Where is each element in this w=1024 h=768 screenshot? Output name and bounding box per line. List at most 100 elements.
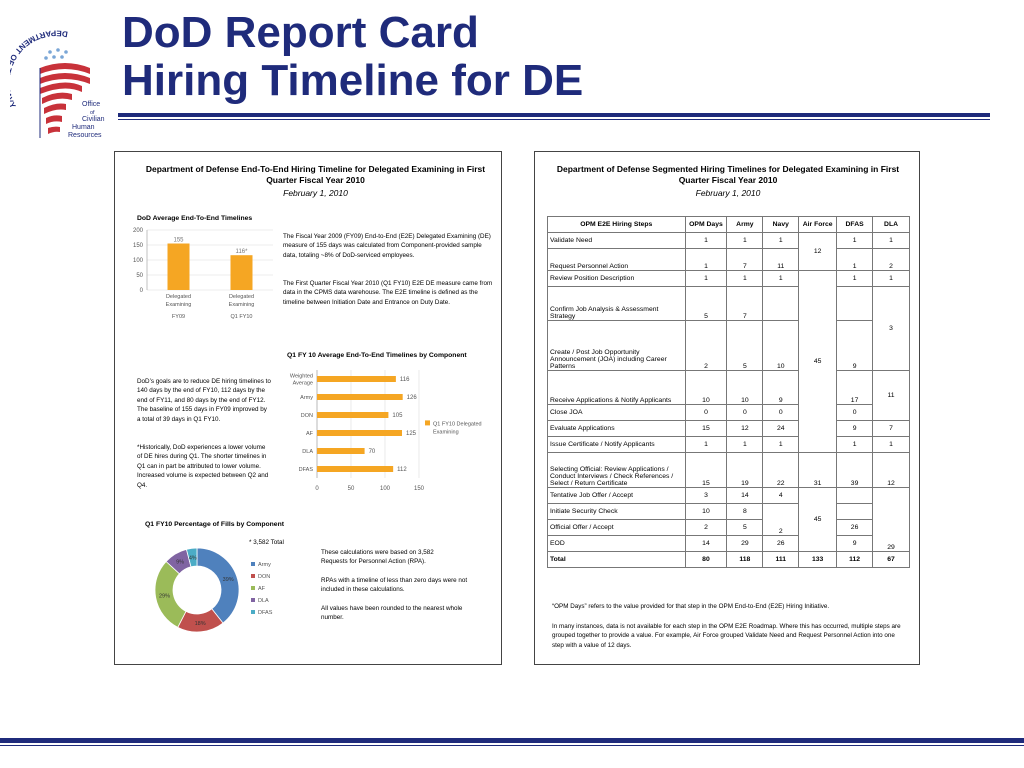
table-row: Evaluate Applications 15 12 24 9 7 xyxy=(547,420,910,437)
historical-note-text: *Historically, DoD experiences a lower v… xyxy=(137,444,269,489)
header-dla: DLA xyxy=(872,216,910,233)
x-tick-label: Examining xyxy=(229,302,255,308)
donut-slice xyxy=(196,547,240,624)
legend-swatch xyxy=(251,610,255,614)
step-cell: Confirm Job Analysis & Assessment Strate… xyxy=(547,286,686,321)
opm-cell: 1 xyxy=(684,270,728,287)
step-cell: Evaluate Applications xyxy=(547,420,686,437)
table-row: Selecting Official: Review Applications … xyxy=(547,452,910,488)
army-cell: 0 xyxy=(726,404,764,421)
legend-label: Army xyxy=(258,562,271,568)
dfas-cell: 1 xyxy=(836,248,874,271)
x-tick-label: 50 xyxy=(348,486,355,492)
component-chart-title: Q1 FY 10 Average End-To-End Timelines by… xyxy=(287,352,467,359)
navy-cell: 1 xyxy=(762,436,800,453)
svg-text:Civilian: Civilian xyxy=(82,116,105,123)
opm-cell: 14 xyxy=(684,535,728,552)
e2e-panel: Department of Defense End-To-End Hiring … xyxy=(114,151,502,665)
step-cell: Total xyxy=(547,551,686,568)
y-tick-label: DLA xyxy=(302,449,313,455)
x-tick-label: Q1 FY10 xyxy=(230,314,252,319)
bar xyxy=(317,412,389,418)
army-cell: 8 xyxy=(726,503,764,520)
fills-by-component-donut: 39% 18% 29% 9% 4% Army DON AF DLA DFAS xyxy=(155,547,273,633)
dfas-cell: 112 xyxy=(836,551,874,568)
dfas-cell xyxy=(836,503,874,520)
data-label: 125 xyxy=(406,431,417,437)
opm-cell: 1 xyxy=(684,232,728,249)
dfas-cell xyxy=(836,487,874,504)
af-cell: 133 xyxy=(798,551,838,568)
dla-merged-cell: 29 xyxy=(872,487,910,552)
dla-cell: 2 xyxy=(872,248,910,271)
table-header-row: OPM E2E Hiring Steps OPM Days Army Navy … xyxy=(547,216,910,233)
opm-cell: 2 xyxy=(684,320,728,371)
dfas-cell: 1 xyxy=(836,270,874,287)
opm-cell: 10 xyxy=(684,503,728,520)
y-tick-label: Weighted xyxy=(290,374,313,380)
navy-cell: 24 xyxy=(762,420,800,437)
bar xyxy=(317,466,394,472)
svg-text:Office: Office xyxy=(82,101,100,108)
fy09-measure-text: The Fiscal Year 2009 (FY09) End-to-End (… xyxy=(283,233,491,259)
y-tick-label: Average xyxy=(293,381,313,387)
opm-cell: 2 xyxy=(684,519,728,536)
step-cell: Official Offer / Accept xyxy=(547,519,686,536)
table-row: Initiate Security Check 10 8 2 xyxy=(547,503,910,536)
data-label: 126 xyxy=(407,395,418,401)
dfas-cell: 17 xyxy=(836,370,874,405)
navy-cell: 9 xyxy=(762,370,800,405)
svg-text:Resources: Resources xyxy=(68,132,102,139)
opm-cell: 3 xyxy=(684,487,728,504)
calc-basis-text: These calculations were based on 3,582 R… xyxy=(321,549,434,566)
army-cell: 29 xyxy=(726,535,764,552)
dfas-cell: 9 xyxy=(836,320,874,371)
y-tick-label: 200 xyxy=(133,228,144,234)
segmented-panel-date: February 1, 2010 xyxy=(695,188,761,198)
step-cell: Close JOA xyxy=(547,404,686,421)
dla-cell: 1 xyxy=(872,436,910,453)
navy-cell: 0 xyxy=(762,404,800,421)
army-cell: 1 xyxy=(726,232,764,249)
legend-swatch xyxy=(425,420,430,426)
army-cell: 118 xyxy=(726,551,764,568)
table-row: Review Position Description 1 1 1 45 1 1 xyxy=(547,270,910,453)
army-cell: 14 xyxy=(726,487,764,504)
table-row: Receive Applications & Notify Applicants… xyxy=(547,370,910,421)
avg-timeline-chart: 0 50 100 150 200 155 Delegated Examining FY09 116… xyxy=(133,228,273,319)
data-label: 112 xyxy=(397,467,407,473)
x-tick-label: Examining xyxy=(166,302,192,308)
dla-cell: 1 xyxy=(872,270,910,287)
dfas-cell: 9 xyxy=(836,535,874,552)
legend-label: Examining xyxy=(433,429,459,435)
legend-swatch xyxy=(251,586,255,590)
e2e-panel-date: February 1, 2010 xyxy=(283,188,348,198)
title-rule-thin xyxy=(118,119,990,120)
segmented-timelines-table: OPM E2E Hiring Steps OPM Days Army Navy … xyxy=(547,216,910,568)
svg-text:of: of xyxy=(90,110,95,116)
segmented-panel: Department of Defense Segmented Hiring T… xyxy=(534,151,920,665)
navy-cell: 10 xyxy=(762,320,800,371)
page-title-line1: DoD Report Card xyxy=(122,8,479,57)
legend-swatch xyxy=(251,574,255,578)
dfas-cell: 1 xyxy=(836,232,874,249)
af-merged-cell: 12 xyxy=(798,232,838,271)
dfas-cell: 1 xyxy=(836,436,874,453)
dla-cell: 1 xyxy=(872,232,910,249)
step-cell: EOD xyxy=(547,535,686,552)
donut-slice xyxy=(185,547,198,568)
opm-cell: 80 xyxy=(684,551,728,568)
header-army: Army xyxy=(726,216,764,233)
avg-chart-title: DoD Average End-To-End Timelines xyxy=(137,215,253,222)
y-tick-label: DFAS xyxy=(299,467,314,473)
x-tick-label: Delegated xyxy=(229,294,254,300)
pie-chart-title: Q1 FY10 Percentage of Fills by Component xyxy=(145,521,284,528)
opm-cell: 1 xyxy=(684,248,728,271)
legend-swatch xyxy=(251,562,255,566)
x-tick-label: FY09 xyxy=(172,314,185,319)
army-cell: 5 xyxy=(726,519,764,536)
army-cell: 7 xyxy=(726,248,764,271)
y-tick-label: 0 xyxy=(140,288,144,294)
table-row: Close JOA 0 0 0 0 xyxy=(547,404,910,421)
